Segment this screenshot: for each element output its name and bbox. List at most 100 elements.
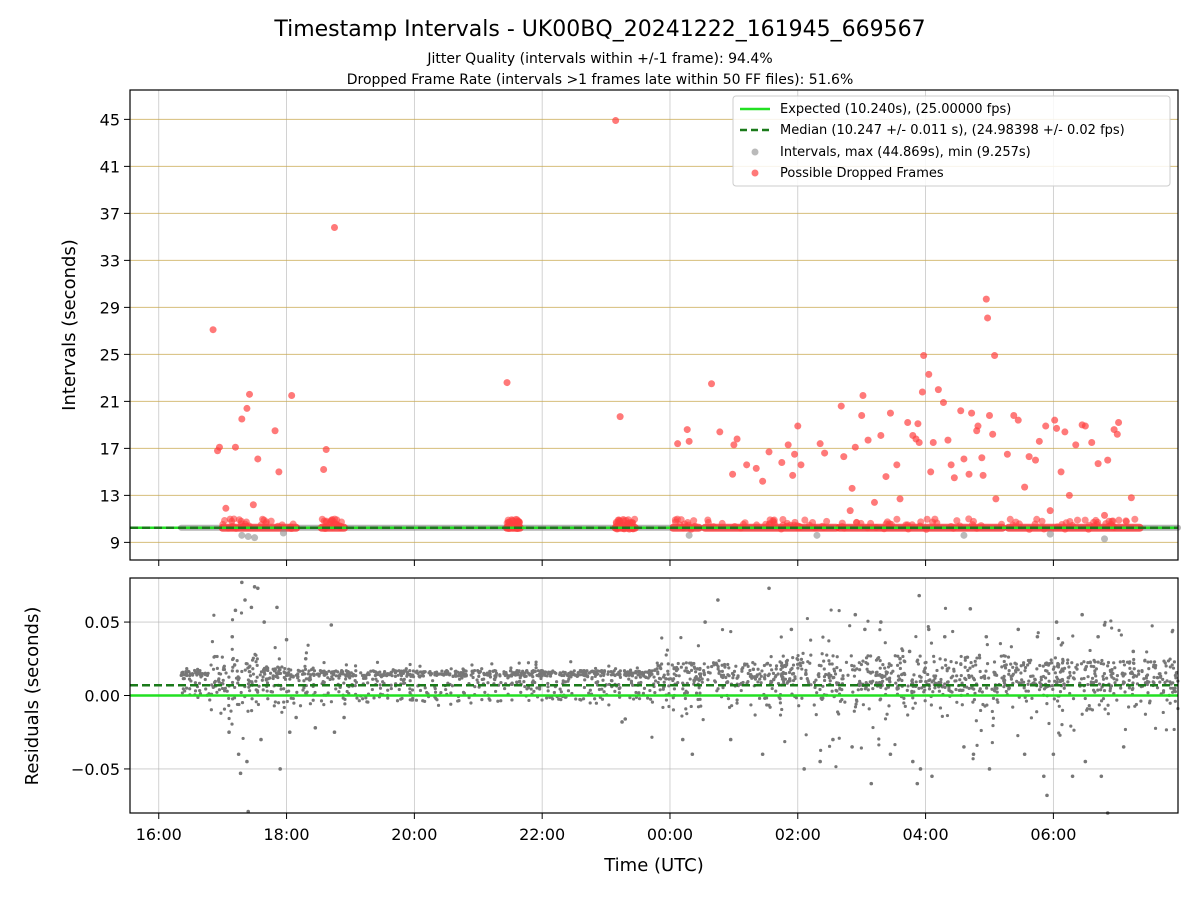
dropped-frame-point xyxy=(612,117,620,125)
residual-point xyxy=(830,689,834,693)
residual-point xyxy=(395,699,400,703)
residual-point xyxy=(263,672,267,676)
residual-point xyxy=(859,687,864,691)
residual-point xyxy=(973,659,977,663)
residual-point xyxy=(1050,661,1054,665)
residual-point xyxy=(978,708,983,713)
dropped-frame-point xyxy=(674,440,682,448)
residual-point xyxy=(684,689,688,693)
residual-point xyxy=(656,672,660,676)
dropped-frame-point xyxy=(947,461,955,469)
residual-point xyxy=(822,674,827,679)
residual-point xyxy=(399,677,403,681)
residual-point xyxy=(283,677,288,681)
residual-point xyxy=(558,687,562,691)
residual-point xyxy=(851,668,855,672)
residual-point xyxy=(1143,658,1147,662)
residual-point xyxy=(240,701,245,705)
residual-point xyxy=(376,671,380,675)
residual-point xyxy=(1030,696,1034,700)
residual-point xyxy=(730,671,735,676)
residual-point xyxy=(247,670,251,674)
residual-point xyxy=(1113,666,1117,670)
residual-point xyxy=(300,672,305,676)
residual-point xyxy=(1158,680,1162,684)
residual-point xyxy=(503,686,507,691)
residual-point xyxy=(938,657,942,661)
dropped-frame-point xyxy=(730,441,738,449)
residual-point xyxy=(1058,733,1062,737)
residual-point xyxy=(821,684,825,688)
dropped-frame-point xyxy=(1010,411,1018,419)
residual-point xyxy=(1096,634,1100,639)
residual-point xyxy=(869,654,873,658)
residual-point xyxy=(1019,671,1023,675)
residual-point xyxy=(1127,678,1131,683)
residual-point xyxy=(1110,668,1114,672)
residual-point xyxy=(720,663,724,667)
residual-point xyxy=(1070,661,1074,665)
residual-point xyxy=(762,663,766,668)
residual-point xyxy=(833,672,838,676)
dropped-frame-point xyxy=(759,477,767,485)
dropped-frame-point xyxy=(243,404,251,412)
residual-point xyxy=(960,681,964,685)
residual-point xyxy=(609,678,614,683)
intervals-y-tick-label: 29 xyxy=(100,298,120,317)
dropped-frame-point xyxy=(914,420,922,428)
residual-point xyxy=(943,682,947,686)
residual-point xyxy=(301,688,305,692)
chart-subtitle-dropped: Dropped Frame Rate (intervals >1 frames … xyxy=(347,72,854,88)
residual-point xyxy=(1024,699,1029,703)
residual-point xyxy=(238,771,243,776)
dropped-frame-point xyxy=(939,399,947,407)
residual-point xyxy=(399,674,404,678)
residual-point xyxy=(596,680,600,684)
chart-subtitle-jitter: Jitter Quality (intervals within +/-1 fr… xyxy=(426,51,772,67)
residual-point xyxy=(461,690,466,694)
residual-point xyxy=(706,665,710,669)
residual-point xyxy=(974,663,978,667)
dropped-frame-point xyxy=(1102,520,1110,528)
residual-point xyxy=(491,669,495,673)
residual-point xyxy=(963,658,967,662)
residual-point xyxy=(222,664,226,668)
dropped-frame-point xyxy=(683,426,691,434)
dropped-frame-point xyxy=(1051,416,1059,424)
residual-point xyxy=(642,686,647,690)
residual-point xyxy=(734,664,738,668)
residual-point xyxy=(769,654,773,659)
residual-point xyxy=(979,728,983,733)
residual-point xyxy=(831,654,835,658)
residual-point xyxy=(272,704,276,708)
residual-point xyxy=(721,685,725,690)
residual-point xyxy=(1061,641,1065,645)
residual-point xyxy=(1058,690,1063,694)
residual-point xyxy=(529,687,533,691)
residual-point xyxy=(658,688,662,692)
residual-point xyxy=(825,653,829,657)
residual-point xyxy=(726,662,730,667)
residual-point xyxy=(1043,668,1048,673)
residual-point xyxy=(328,677,332,682)
residual-point xyxy=(611,671,615,675)
residual-point xyxy=(893,654,897,658)
residual-point xyxy=(966,655,970,659)
legend-intervals-label: Intervals, max (44.869s), min (9.257s) xyxy=(780,145,1031,160)
dropped-frame-point xyxy=(1053,424,1061,432)
residual-point xyxy=(935,668,939,673)
dropped-frame-point xyxy=(1003,450,1011,458)
residual-point xyxy=(652,675,656,679)
residual-point xyxy=(913,701,917,705)
residual-point xyxy=(571,671,575,675)
dropped-frame-point xyxy=(1101,511,1109,519)
residual-point xyxy=(1066,676,1070,680)
residual-point xyxy=(762,675,767,680)
residual-point xyxy=(1029,658,1033,662)
residual-point xyxy=(308,702,313,706)
residual-point xyxy=(1147,701,1152,705)
residual-point xyxy=(753,713,757,717)
residual-point xyxy=(753,662,757,666)
residual-point xyxy=(510,698,514,702)
residual-point xyxy=(866,670,870,674)
